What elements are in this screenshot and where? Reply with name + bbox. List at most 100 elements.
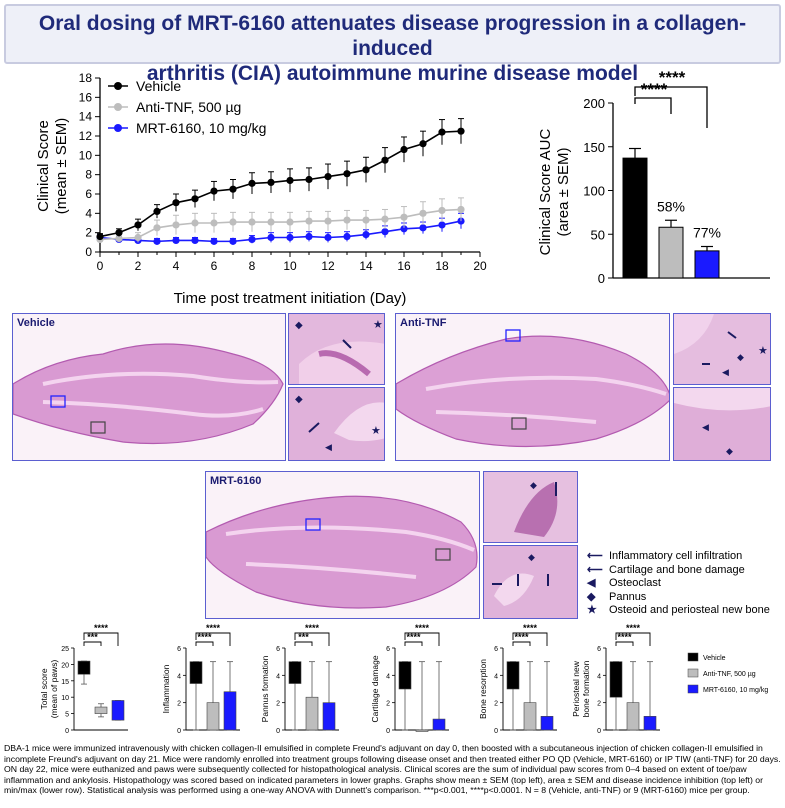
data-point [210,237,218,245]
legend-text: Cartilage and bone damage [609,563,745,576]
y-tick-label: 0 [177,728,181,735]
significance-label: **** [626,623,641,633]
histology-mrt6160-zoom-bottom: ◆ [483,545,578,619]
legend-label: MRT-6160, 10 mg/kg [703,687,768,694]
data-point [324,217,332,225]
bar-annotation: 77% [693,225,721,241]
significance-label: **** [406,632,421,642]
histology-anti-tnf-zoom-top: ★ ◆ ◀ [673,313,771,385]
series-mrt-6160 [96,212,465,245]
data-point [96,232,104,241]
data-point [153,224,161,232]
box-panel-2: 0 2 4 6 Inflammation ******** [161,623,240,735]
y-tick-label: 2 [386,701,390,708]
y-tick-label: 15 [61,679,69,686]
box [305,696,319,731]
significance-bracket [294,632,330,646]
y-tick-label: 8 [85,168,92,182]
data-point [248,218,256,226]
histology-mrt6160-label: MRT-6160 [210,475,262,487]
diamond-icon: ◆ [726,446,733,456]
arrow-icon [342,339,352,349]
data-point [305,232,313,241]
y-tick-label: 25 [61,646,69,653]
y-tick-label: 2 [494,701,498,708]
significance-label: **** [514,632,529,642]
y-tick-label: 14 [79,110,93,124]
significance-bracket [83,641,102,646]
data-point [191,195,199,203]
data-point [115,234,123,243]
legend-text: Inflammatory cell infiltration [609,550,743,562]
data-point [457,127,465,135]
box [111,700,125,721]
y-axis-title: Bone resorption [478,659,488,719]
x-tick-label: 8 [249,259,256,273]
legend-label: MRT-6160, 10 mg/kg [136,120,266,136]
significance-label: **** [523,623,538,633]
diamond-icon: ◆ [295,394,303,405]
histology-symbol-legend: ⟵ Inflammatory cell infiltration ⟵ Cartila… [587,550,785,618]
histology-vehicle-label: Vehicle [17,317,55,329]
zoom-image: ◆ [514,480,558,537]
triangle-icon: ◀ [722,367,729,377]
data-point [172,236,180,244]
bar [622,157,648,279]
data-point [400,145,408,154]
data-point [267,178,275,186]
data-point [419,140,427,148]
y-tick-label: 4 [597,673,601,680]
data-point [438,128,446,136]
significance-bracket [404,641,423,646]
data-point [286,218,294,226]
box [398,661,412,690]
box [322,702,336,731]
data-point [419,224,427,232]
y-tick-label: 10 [61,695,69,702]
triangle-icon: ◀ [587,577,596,589]
data-point [324,233,332,242]
y-tick-label: 6 [494,646,498,653]
y-tick-label: 0 [597,728,601,735]
page-title-line-1: Oral dosing of MRT-6160 attenuates disea… [38,12,747,60]
significance-label: **** [641,80,668,99]
paw-section-image [13,343,284,445]
legend-label: Vehicle [136,78,181,94]
y-tick-label: 5 [65,712,69,719]
data-point [229,185,237,193]
legend-row-osteoid: ★ Osteoid and periosteal new bone [587,604,785,618]
significance-label: *** [87,632,98,642]
y-tick-label: 4 [177,673,181,680]
star-icon: ★ [587,604,597,616]
x-tick-label: 14 [359,259,373,273]
significance-bracket [404,632,440,646]
box-panel-1: 0 5 10 15 20 25 Total score (mean of paws) *****… [39,623,128,735]
data-point [134,221,142,229]
histology-vehicle-zoom-bottom: ◆ ★ ◀ [288,387,385,461]
x-tick-label: 0 [97,259,104,273]
significance-label: **** [197,632,212,642]
chevron-arrow-icon: ⟵ [587,563,603,576]
y-tick-label: 6 [597,646,601,653]
x-tick-label: 16 [397,259,411,273]
y-axis-title: Pannus formation [260,655,270,722]
data-point [134,233,142,242]
zoom-image: ◆ [492,552,549,606]
legend-row-osteoclast: ◀ Osteoclast [587,577,785,591]
data-point [362,166,370,174]
box [223,691,237,731]
box [540,716,554,731]
y-tick-label: 2 [177,701,181,708]
box-panel-5: 0 2 4 6 Bone resorption ******** [478,623,557,735]
box [206,702,220,731]
legend-marker [114,82,122,90]
y-tick-label: 18 [79,71,93,85]
y-axis-title: (area ± SEM) [555,147,572,236]
x-tick-label: 12 [321,259,335,273]
box [643,716,657,731]
data-point [286,176,294,185]
data-point [400,213,408,221]
data-point [419,209,427,217]
data-point [343,170,351,178]
y-tick-label: 100 [583,184,605,199]
